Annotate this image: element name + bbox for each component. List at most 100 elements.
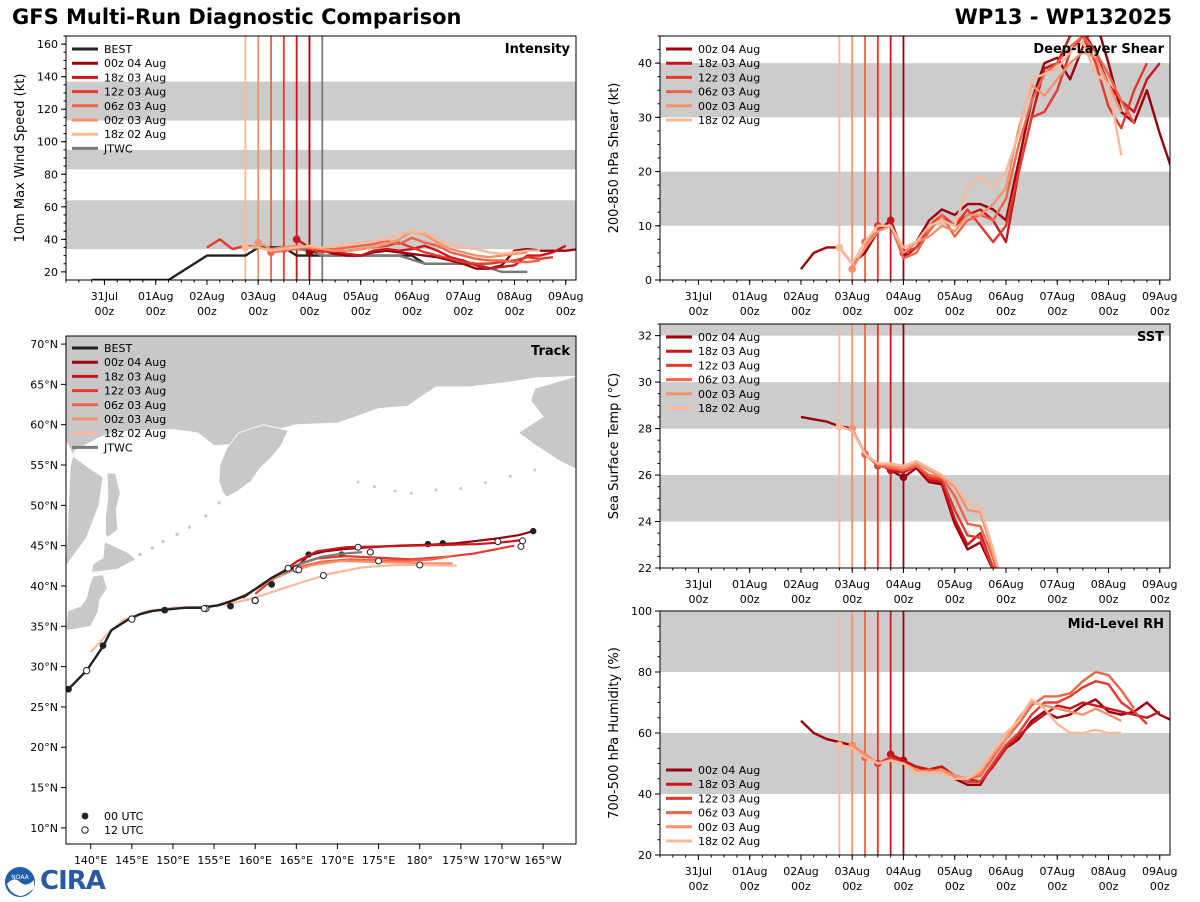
x-tick-label-date: 08Aug <box>1091 865 1126 878</box>
threshold-band <box>66 200 576 250</box>
track-line-run_18z_03aug <box>266 538 523 586</box>
land-aleutian-island <box>409 491 413 495</box>
x-tick-label-hour: 00z <box>842 880 862 893</box>
y-tick-label: 30 <box>638 376 652 389</box>
series-line-run_00z_04aug <box>800 415 994 568</box>
legend-label: 12z 03 Aug <box>698 359 760 372</box>
y-tick-label: 80 <box>44 168 58 181</box>
legend-label: 18z 02 Aug <box>104 427 166 440</box>
x-tick-label-hour: 00z <box>248 305 268 318</box>
x-tick-label-date: 05Aug <box>937 578 972 591</box>
land-aleutian-island <box>484 481 488 485</box>
lat-tick-label: 30°N <box>30 661 58 674</box>
legend-label: 06z 03 Aug <box>698 374 760 387</box>
x-tick-label-date: 06Aug <box>988 290 1023 303</box>
lon-tick-label: 175°W <box>442 854 479 867</box>
y-tick-label: 140 <box>37 71 58 84</box>
best-00utc-marker <box>161 606 169 614</box>
lon-tick-label: 165°E <box>280 854 313 867</box>
lat-tick-label: 20°N <box>30 741 58 754</box>
lat-tick-label: 15°N <box>30 782 58 795</box>
land-kuril-island <box>175 532 179 536</box>
legend-label: 00z 03 Aug <box>698 821 760 834</box>
series-marker <box>886 216 895 225</box>
panel-shear: 0 10 20 30 40 31Jul 00z 01Aug 00z 02Aug 00z 03Aug 00… <box>607 35 1177 318</box>
x-tick-label-hour: 00z <box>791 593 811 606</box>
x-tick-label-hour: 00z <box>146 305 166 318</box>
forecast-12utc-marker <box>517 542 525 550</box>
lat-tick-label: 45°N <box>30 540 58 553</box>
x-tick-label-date: 04Aug <box>886 865 921 878</box>
series-line-run_18z_02aug <box>838 40 1123 265</box>
legend-label: 18z 03 Aug <box>698 778 760 791</box>
x-tick-label-hour: 00z <box>894 593 914 606</box>
x-tick-label-date: 04Aug <box>886 290 921 303</box>
y-tick-label: 40 <box>638 788 652 801</box>
x-tick-label-hour: 00z <box>945 593 965 606</box>
legend-label: BEST <box>104 342 132 355</box>
x-tick-label-date: 01Aug <box>732 290 767 303</box>
panel-sst: 22 24 26 28 30 32 31Jul 00z 01Aug 00z 02Aug 00z 03Au… <box>607 323 1177 606</box>
panel-title: SST <box>1137 330 1164 345</box>
x-tick-label-date: 31Jul <box>685 578 712 591</box>
x-tick-label-date: 09Aug <box>1142 578 1177 591</box>
y-axis-label: Sea Surface Temp (°C) <box>607 373 622 520</box>
lon-tick-label: 155°E <box>197 854 230 867</box>
x-tick-label-date: 03Aug <box>834 290 869 303</box>
forecast-12utc-marker <box>200 605 208 613</box>
map-area <box>66 336 576 693</box>
legend-label: 00z 04 Aug <box>698 43 760 56</box>
y-axis-label: 700-500 hPa Humidity (%) <box>607 647 622 819</box>
x-tick-label-hour: 00z <box>1150 593 1170 606</box>
lat-tick-label: 70°N <box>30 338 58 351</box>
land-alaska <box>517 375 576 470</box>
lat-tick-label: 35°N <box>30 620 58 633</box>
legend-label: 06z 03 Aug <box>698 86 760 99</box>
x-tick-label-hour: 00z <box>1099 880 1119 893</box>
lon-tick-label: 175°E <box>362 854 395 867</box>
land-kuril-island <box>187 525 191 529</box>
y-tick-label: 30 <box>638 111 652 124</box>
cira-logo: NOAA CIRA <box>4 866 116 898</box>
x-tick-label-date: 31Jul <box>91 290 118 303</box>
x-tick-label-date: 01Aug <box>138 290 173 303</box>
forecast-12utc-marker <box>284 564 292 572</box>
x-tick-label-date: 02Aug <box>189 290 224 303</box>
threshold-band <box>66 149 576 170</box>
legend-label: 00z 03 Aug <box>698 100 760 113</box>
x-tick-label-date: 02Aug <box>783 578 818 591</box>
series-marker <box>835 243 844 252</box>
legend-label: 00z 04 Aug <box>698 331 760 344</box>
y-tick-label: 32 <box>638 330 652 343</box>
storm-id-title: WP13 - WP132025 <box>954 5 1172 29</box>
x-tick-label-date: 08Aug <box>1091 578 1126 591</box>
panel-title: Track <box>531 344 570 359</box>
series-marker <box>835 741 844 749</box>
x-tick-label-hour: 00z <box>689 593 709 606</box>
lon-tick-label: 140°E <box>74 854 107 867</box>
y-tick-label: 20 <box>44 266 58 279</box>
axes-frame <box>659 323 1171 569</box>
x-tick-label-date: 04Aug <box>292 290 327 303</box>
x-tick-label-date: 02Aug <box>783 865 818 878</box>
x-tick-label-hour: 00z <box>894 880 914 893</box>
x-tick-label-date: 06Aug <box>988 578 1023 591</box>
lon-tick-label: 160°E <box>238 854 271 867</box>
x-tick-label-hour: 00z <box>505 305 525 318</box>
series-marker <box>835 422 844 431</box>
land-kamchatka <box>218 424 289 498</box>
land-kuril-island <box>204 514 208 518</box>
land-honshu <box>66 574 108 631</box>
x-tick-label-date: 07Aug <box>1039 578 1074 591</box>
x-tick-label-date: 05Aug <box>343 290 378 303</box>
plot-area <box>660 324 1170 568</box>
series-marker <box>254 238 263 247</box>
x-tick-label-hour: 00z <box>689 305 709 318</box>
x-tick-label-date: 03Aug <box>834 578 869 591</box>
x-tick-label-hour: 00z <box>402 305 422 318</box>
land-kuril-island <box>217 501 221 505</box>
x-tick-label-date: 01Aug <box>732 578 767 591</box>
legend-12utc-label: 12 UTC <box>104 824 144 837</box>
land-aleutian-island <box>356 480 360 484</box>
